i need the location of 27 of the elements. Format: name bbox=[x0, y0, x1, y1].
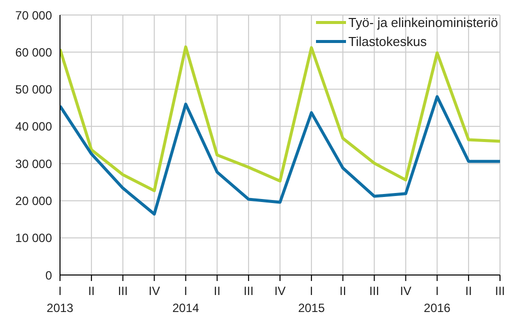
x-tick-label: III bbox=[494, 284, 506, 298]
x-tick-label: I 2015 bbox=[298, 284, 326, 315]
line-series bbox=[60, 45, 500, 192]
y-tick-label: 40 000 bbox=[15, 120, 52, 134]
x-tick-label: III bbox=[118, 284, 128, 298]
legend-label: Työ- ja elinkeinoministeriö bbox=[348, 14, 498, 32]
x-tick-label: II bbox=[465, 284, 472, 298]
y-tick-label: 10 000 bbox=[15, 231, 52, 246]
y-tick-label: 0 bbox=[45, 268, 52, 282]
x-tick-label: II bbox=[214, 284, 220, 298]
x-tick-label: I 2013 bbox=[46, 284, 74, 315]
x-tick-label: IV bbox=[148, 284, 160, 298]
y-tick-label: 60 000 bbox=[15, 45, 52, 60]
x-tick-label: I 2014 bbox=[172, 284, 200, 315]
x-tick-label: IV bbox=[274, 284, 286, 298]
x-tick-label: II bbox=[88, 284, 95, 298]
y-tick-label: 50 000 bbox=[15, 82, 52, 97]
x-tick-label: IV bbox=[400, 284, 412, 298]
line-series bbox=[60, 95, 500, 216]
x-tick-label: III bbox=[244, 284, 254, 298]
x-tick-label: II bbox=[340, 284, 346, 298]
x-tick-label: III bbox=[369, 284, 380, 298]
y-tick-label: 30 000 bbox=[15, 156, 52, 171]
legend-label: Tilastokeskus bbox=[348, 33, 427, 51]
y-tick-label: 70 000 bbox=[15, 8, 52, 22]
y-tick-label: 20 000 bbox=[15, 194, 52, 208]
x-tick-label: I 2016 bbox=[424, 284, 451, 315]
